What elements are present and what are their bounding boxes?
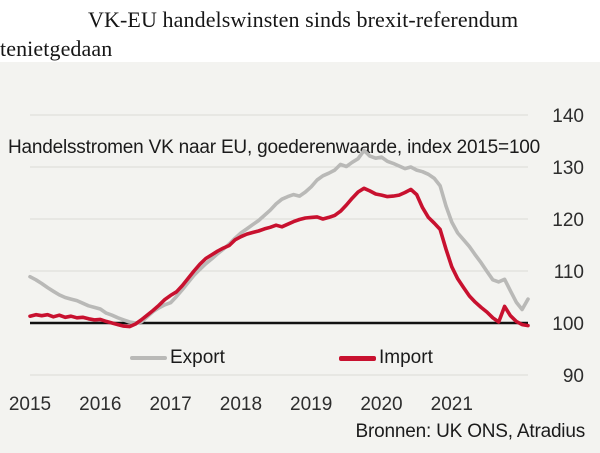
y-tick-label: 100 xyxy=(552,314,584,335)
series-line-import xyxy=(28,186,530,329)
export-line-swatch-icon xyxy=(130,356,167,360)
headline-line-2: tenietgedaan xyxy=(0,36,113,61)
x-tick-label: 2019 xyxy=(290,394,332,415)
x-tick-label: 2015 xyxy=(9,394,51,415)
series-line-export xyxy=(28,148,530,325)
x-tick-label: 2017 xyxy=(149,394,191,415)
legend-label-import: Import xyxy=(379,347,433,368)
y-tick-label: 140 xyxy=(552,106,584,127)
x-tick-label: 2020 xyxy=(360,394,402,415)
legend-item-export: Export xyxy=(130,346,225,370)
y-tick-label: 110 xyxy=(554,262,584,283)
x-tick-label: 2018 xyxy=(220,394,262,415)
article-headline: VK-EU handelswinsten sinds brexit-refere… xyxy=(0,5,600,63)
import-line-swatch-icon xyxy=(339,355,376,361)
chart-title: Handelsstromen VK naar EU, goederenwaard… xyxy=(8,137,541,158)
legend-item-import: Import xyxy=(339,346,433,370)
legend-label-export: Export xyxy=(170,347,225,368)
y-tick-label: 130 xyxy=(552,158,584,179)
x-tick-label: 2016 xyxy=(79,394,121,415)
source-note: Bronnen: UK ONS, Atradius xyxy=(355,421,586,442)
x-tick-label: 2021 xyxy=(431,394,473,415)
y-tick-label: 90 xyxy=(563,366,584,387)
y-tick-label: 120 xyxy=(552,210,584,231)
headline-line-1: VK-EU handelswinsten sinds brexit-refere… xyxy=(88,7,519,32)
chart-panel: Handelsstromen VK naar EU, goederenwaard… xyxy=(0,62,600,453)
